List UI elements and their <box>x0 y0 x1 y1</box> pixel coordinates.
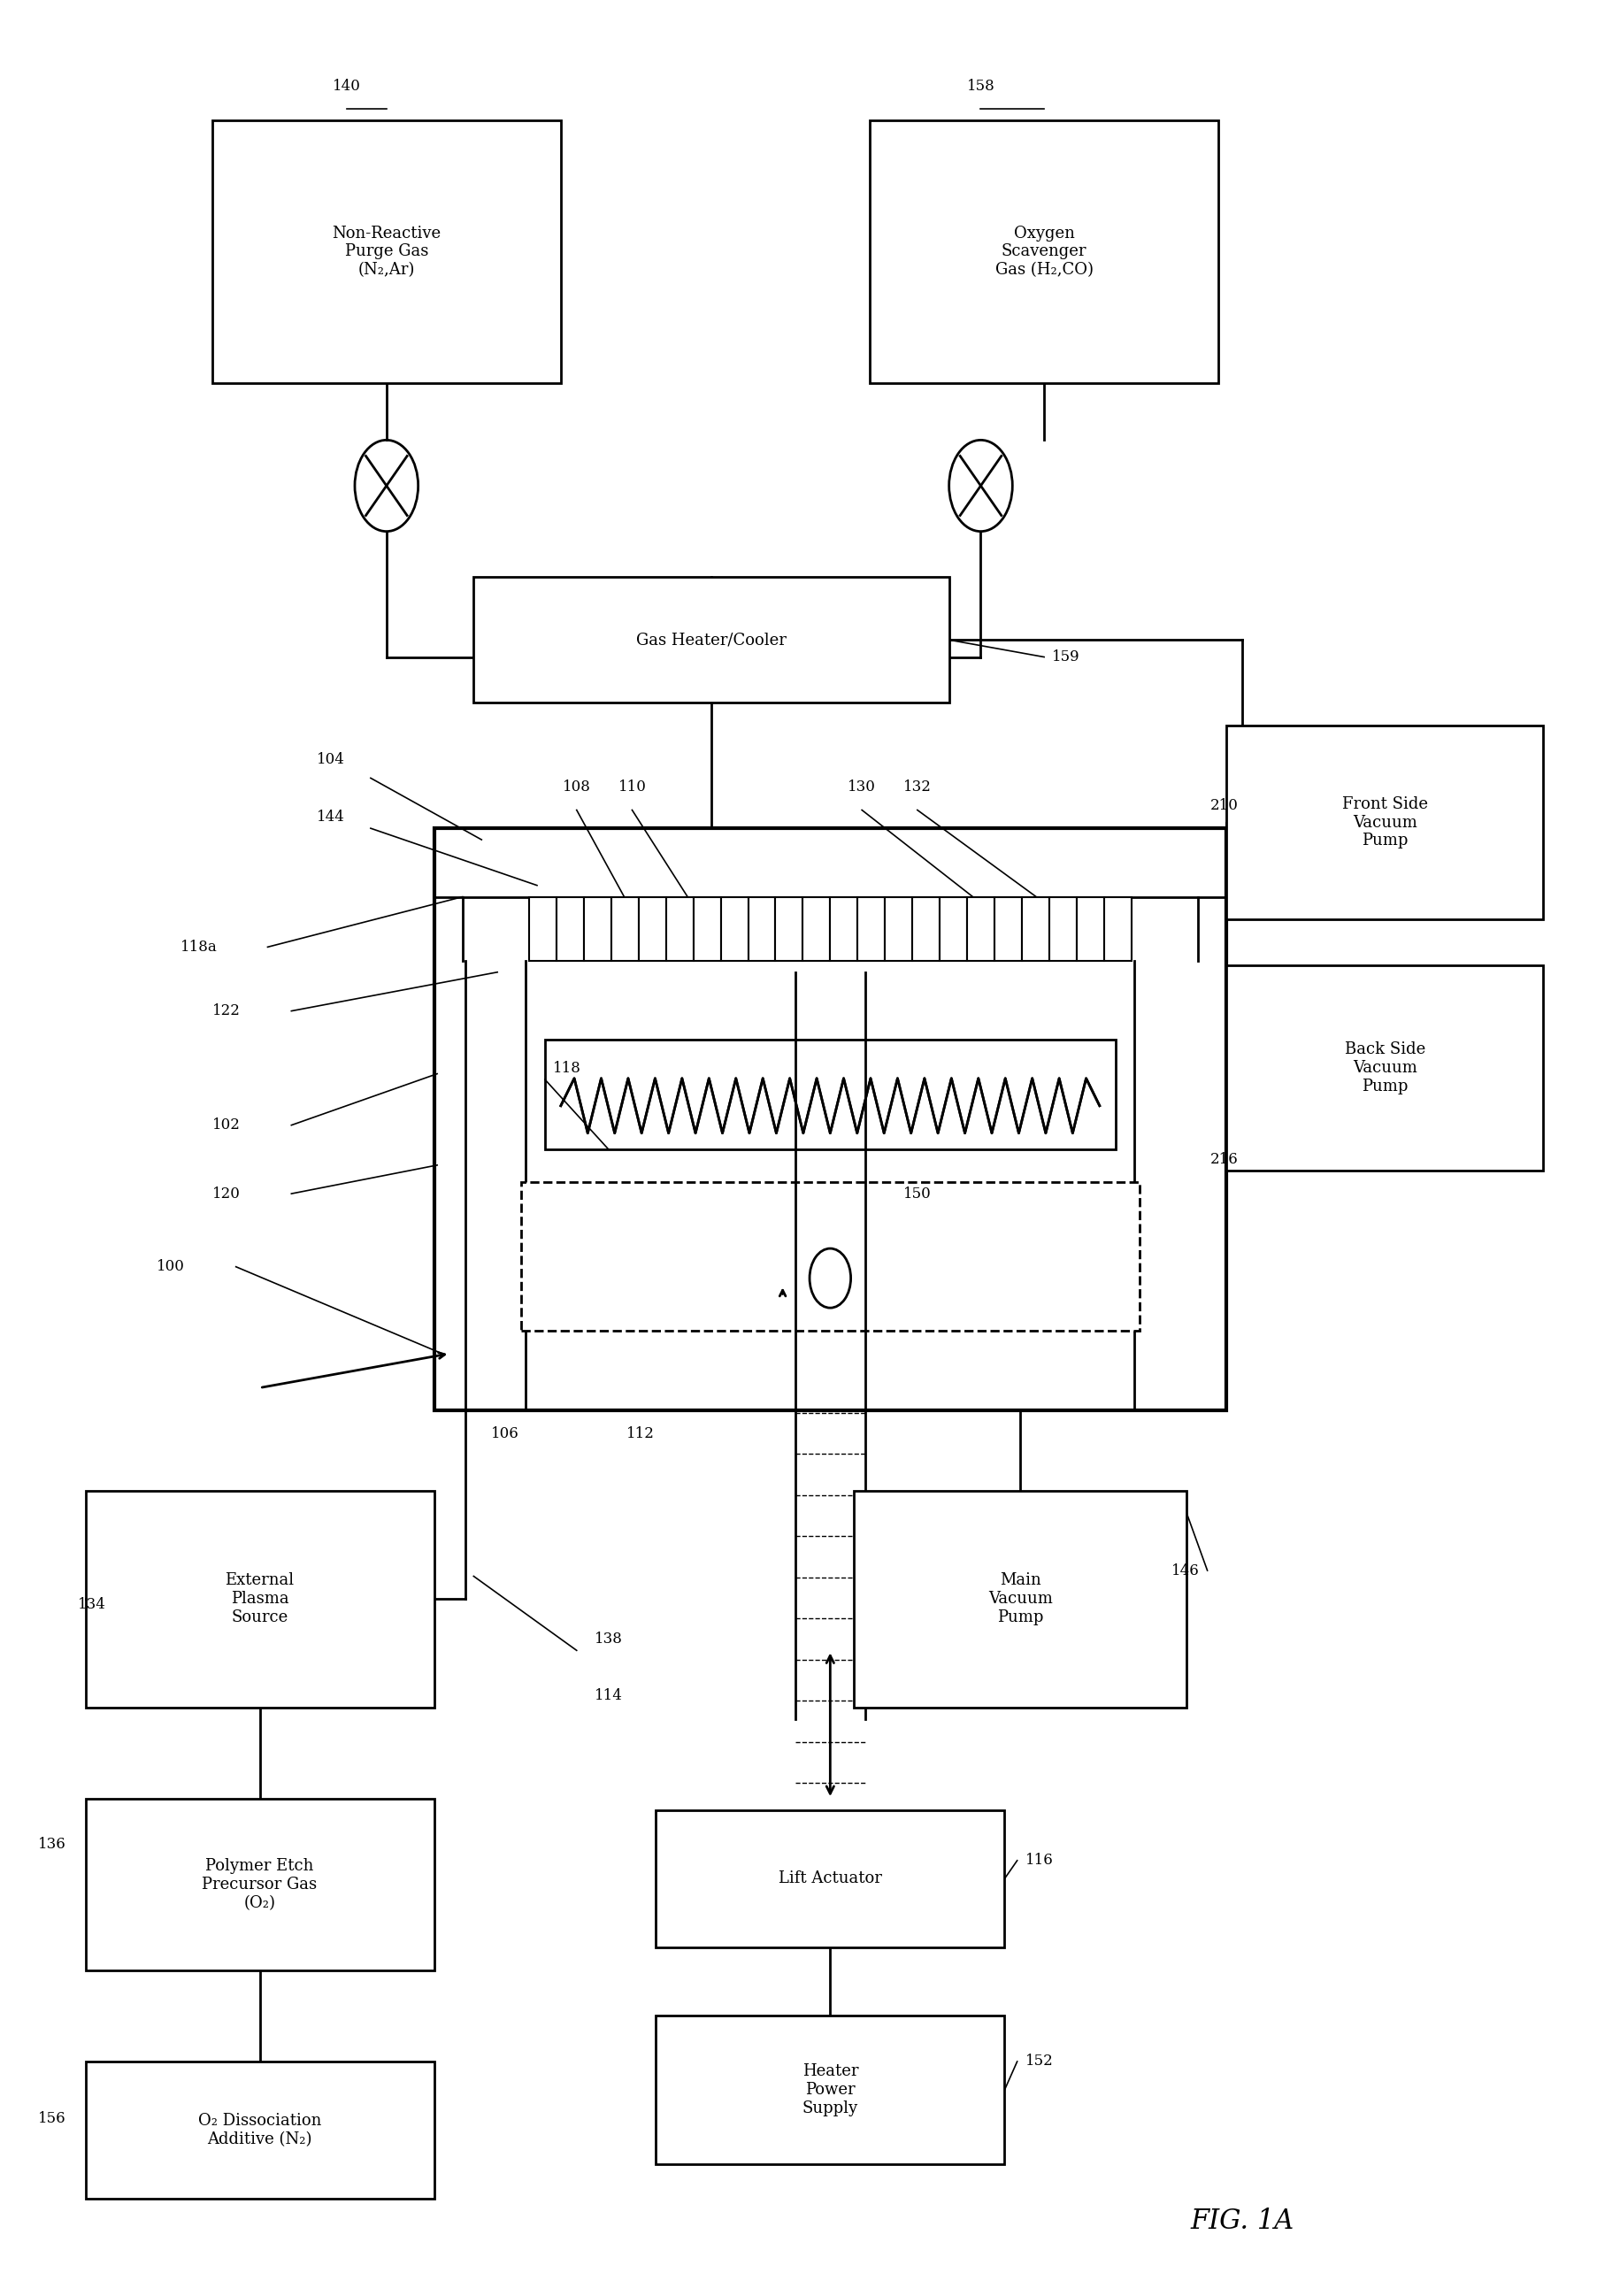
Text: 102: 102 <box>212 1118 241 1132</box>
Text: 116: 116 <box>1025 1853 1052 1869</box>
Bar <box>529 898 556 960</box>
Text: Polymer Etch
Precursor Gas
(O₂): Polymer Etch Precursor Gas (O₂) <box>203 1857 318 1910</box>
Text: 114: 114 <box>594 1688 623 1704</box>
Text: 134: 134 <box>78 1598 105 1612</box>
Bar <box>1226 964 1543 1171</box>
Bar <box>747 898 776 960</box>
Text: 118a: 118a <box>180 939 217 955</box>
Bar <box>1226 726 1543 921</box>
Text: 156: 156 <box>38 2110 65 2126</box>
Text: 210: 210 <box>1211 799 1239 813</box>
Bar <box>585 898 612 960</box>
Text: 140: 140 <box>332 78 361 94</box>
Bar <box>545 1040 1115 1148</box>
Text: Main
Vacuum
Pump: Main Vacuum Pump <box>989 1573 1052 1626</box>
Bar <box>858 898 885 960</box>
Text: 136: 136 <box>38 1837 65 1853</box>
Bar <box>85 1798 434 1970</box>
Text: 152: 152 <box>1025 2055 1052 2069</box>
Bar <box>612 898 639 960</box>
Text: 108: 108 <box>562 781 591 794</box>
Text: 216: 216 <box>1211 1153 1239 1166</box>
Text: 120: 120 <box>212 1187 241 1201</box>
Text: Non-Reactive
Purge Gas
(N₂,Ar): Non-Reactive Purge Gas (N₂,Ar) <box>332 225 441 278</box>
Bar <box>854 1490 1187 1708</box>
Text: 100: 100 <box>157 1258 185 1274</box>
Text: 146: 146 <box>1171 1564 1199 1577</box>
Bar <box>912 898 939 960</box>
Text: Gas Heater/Cooler: Gas Heater/Cooler <box>636 631 786 647</box>
Text: 144: 144 <box>316 810 345 824</box>
Bar <box>639 898 666 960</box>
Bar <box>666 898 693 960</box>
Text: Back Side
Vacuum
Pump: Back Side Vacuum Pump <box>1345 1042 1425 1095</box>
Bar <box>85 2062 434 2200</box>
Bar <box>968 898 995 960</box>
Text: FIG. 1A: FIG. 1A <box>1190 2209 1294 2234</box>
Bar <box>939 898 968 960</box>
Bar <box>474 576 949 703</box>
Bar <box>1104 898 1131 960</box>
Text: 104: 104 <box>316 753 345 767</box>
Bar <box>212 119 561 383</box>
Text: 118: 118 <box>553 1061 581 1075</box>
Bar <box>885 898 912 960</box>
Text: 112: 112 <box>626 1426 655 1442</box>
Bar <box>1076 898 1104 960</box>
Bar <box>1049 898 1076 960</box>
Bar <box>803 898 830 960</box>
Text: O₂ Dissociation
Additive (N₂): O₂ Dissociation Additive (N₂) <box>198 2112 321 2147</box>
Bar <box>995 898 1022 960</box>
Text: 158: 158 <box>966 78 995 94</box>
Text: 106: 106 <box>492 1426 519 1442</box>
Bar <box>434 829 1226 1410</box>
Text: 159: 159 <box>1052 650 1080 664</box>
Text: 130: 130 <box>848 781 877 794</box>
Text: Lift Actuator: Lift Actuator <box>778 1871 882 1887</box>
Bar <box>556 898 585 960</box>
Bar <box>1022 898 1049 960</box>
Bar <box>693 898 720 960</box>
Bar <box>85 1490 434 1708</box>
Bar <box>656 2016 1005 2165</box>
Text: 122: 122 <box>212 1003 241 1019</box>
Text: Oxygen
Scavenger
Gas (H₂,CO): Oxygen Scavenger Gas (H₂,CO) <box>995 225 1094 278</box>
Bar <box>521 1182 1139 1332</box>
Text: Heater
Power
Supply: Heater Power Supply <box>802 2064 858 2117</box>
Bar <box>720 898 747 960</box>
Text: 110: 110 <box>618 781 647 794</box>
Text: 132: 132 <box>904 781 931 794</box>
Bar <box>830 898 858 960</box>
Text: 138: 138 <box>594 1632 623 1646</box>
Bar <box>776 898 803 960</box>
Text: External
Plasma
Source: External Plasma Source <box>225 1573 294 1626</box>
Bar <box>656 1809 1005 1947</box>
Text: Front Side
Vacuum
Pump: Front Side Vacuum Pump <box>1341 797 1428 850</box>
Bar <box>870 119 1219 383</box>
Text: 150: 150 <box>904 1187 931 1201</box>
